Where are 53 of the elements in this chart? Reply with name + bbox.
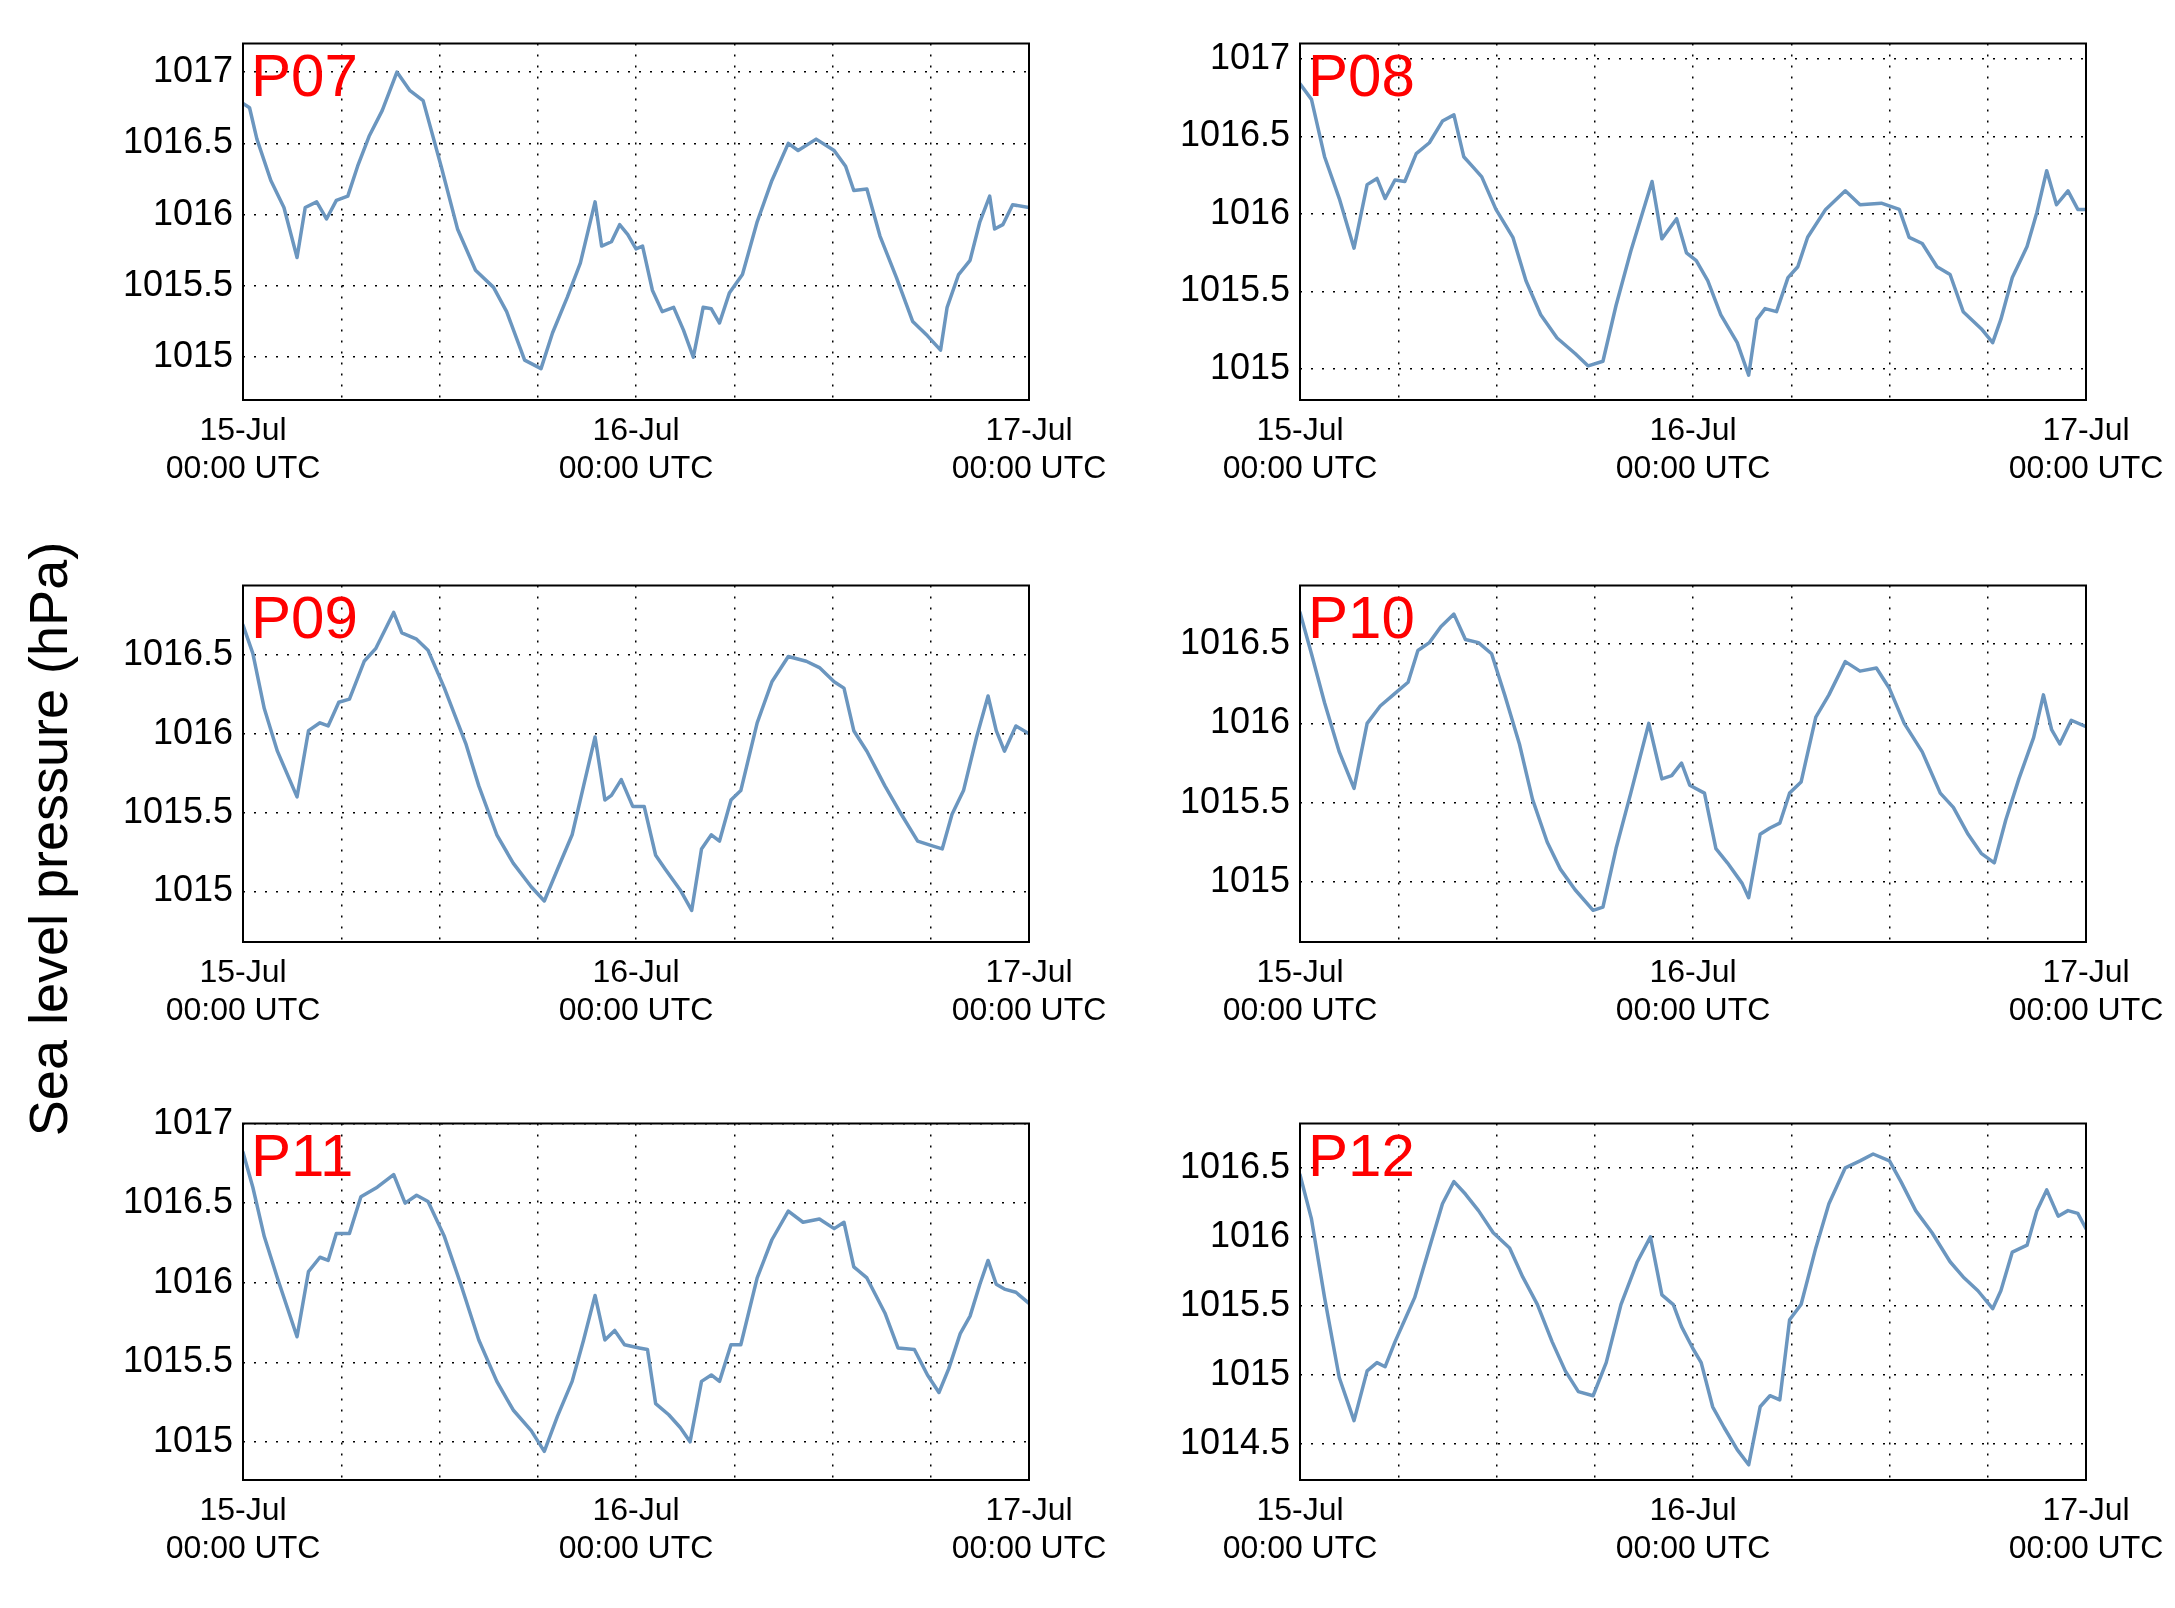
x-tick-label: 15-Jul 00:00 UTC xyxy=(165,411,321,486)
x-tick-label: 16-Jul 00:00 UTC xyxy=(558,953,714,1028)
y-axis-title: Sea level pressure (hPa) xyxy=(17,541,79,1137)
annotation: P11 xyxy=(251,1122,354,1190)
y-tick-label: 1015.5 xyxy=(1179,268,1290,310)
annotation: P10 xyxy=(1308,584,1415,652)
y-tick-label: 1015.5 xyxy=(122,1339,233,1381)
y-tick-label: 1016 xyxy=(1209,700,1290,742)
x-tick-label: 17-Jul 00:00 UTC xyxy=(951,1491,1107,1566)
x-tick-label: 17-Jul 00:00 UTC xyxy=(951,953,1107,1028)
y-tick-label: 1014.5 xyxy=(1179,1421,1290,1463)
annotation: P08 xyxy=(1308,42,1415,110)
y-tick-label: 1016.5 xyxy=(122,120,233,162)
y-tick-label: 1016.5 xyxy=(1179,621,1290,663)
y-tick-label: 1016.5 xyxy=(1179,113,1290,155)
y-tick-label: 1015 xyxy=(152,1418,233,1460)
y-tick-label: 1015.5 xyxy=(1179,1282,1290,1324)
y-tick-label: 1015.5 xyxy=(122,789,233,831)
x-tick-label: 15-Jul 00:00 UTC xyxy=(1222,953,1378,1028)
annotation: P07 xyxy=(251,42,358,110)
y-tick-label: 1015 xyxy=(152,334,233,376)
y-tick-label: 1016 xyxy=(152,710,233,752)
x-tick-label: 17-Jul 00:00 UTC xyxy=(2008,1491,2164,1566)
x-tick-label: 16-Jul 00:00 UTC xyxy=(1615,1491,1771,1566)
y-tick-label: 1015 xyxy=(152,868,233,910)
y-tick-label: 1017 xyxy=(152,1100,233,1142)
x-tick-label: 17-Jul 00:00 UTC xyxy=(951,411,1107,486)
y-tick-label: 1017 xyxy=(1209,36,1290,78)
y-tick-label: 1017 xyxy=(152,49,233,91)
y-tick-label: 1015.5 xyxy=(122,262,233,304)
x-tick-label: 16-Jul 00:00 UTC xyxy=(1615,411,1771,486)
y-tick-label: 1016 xyxy=(152,191,233,233)
y-tick-label: 1015.5 xyxy=(1179,779,1290,821)
x-tick-label: 15-Jul 00:00 UTC xyxy=(1222,411,1378,486)
y-tick-label: 1016.5 xyxy=(1179,1144,1290,1186)
annotation: P12 xyxy=(1308,1122,1415,1190)
x-tick-label: 17-Jul 00:00 UTC xyxy=(2008,411,2164,486)
x-tick-label: 16-Jul 00:00 UTC xyxy=(558,411,714,486)
y-tick-label: 1016.5 xyxy=(122,631,233,673)
y-tick-label: 1015 xyxy=(1209,345,1290,387)
x-tick-label: 15-Jul 00:00 UTC xyxy=(165,1491,321,1566)
x-tick-label: 16-Jul 00:00 UTC xyxy=(558,1491,714,1566)
y-tick-label: 1016 xyxy=(152,1259,233,1301)
y-tick-label: 1016.5 xyxy=(122,1180,233,1222)
y-tick-label: 1015 xyxy=(1209,1351,1290,1393)
y-tick-label: 1015 xyxy=(1209,858,1290,900)
y-tick-label: 1016 xyxy=(1209,190,1290,232)
x-tick-label: 17-Jul 00:00 UTC xyxy=(2008,953,2164,1028)
x-tick-label: 15-Jul 00:00 UTC xyxy=(1222,1491,1378,1566)
x-tick-label: 15-Jul 00:00 UTC xyxy=(165,953,321,1028)
annotation: P09 xyxy=(251,584,358,652)
x-tick-label: 16-Jul 00:00 UTC xyxy=(1615,953,1771,1028)
y-tick-label: 1016 xyxy=(1209,1213,1290,1255)
